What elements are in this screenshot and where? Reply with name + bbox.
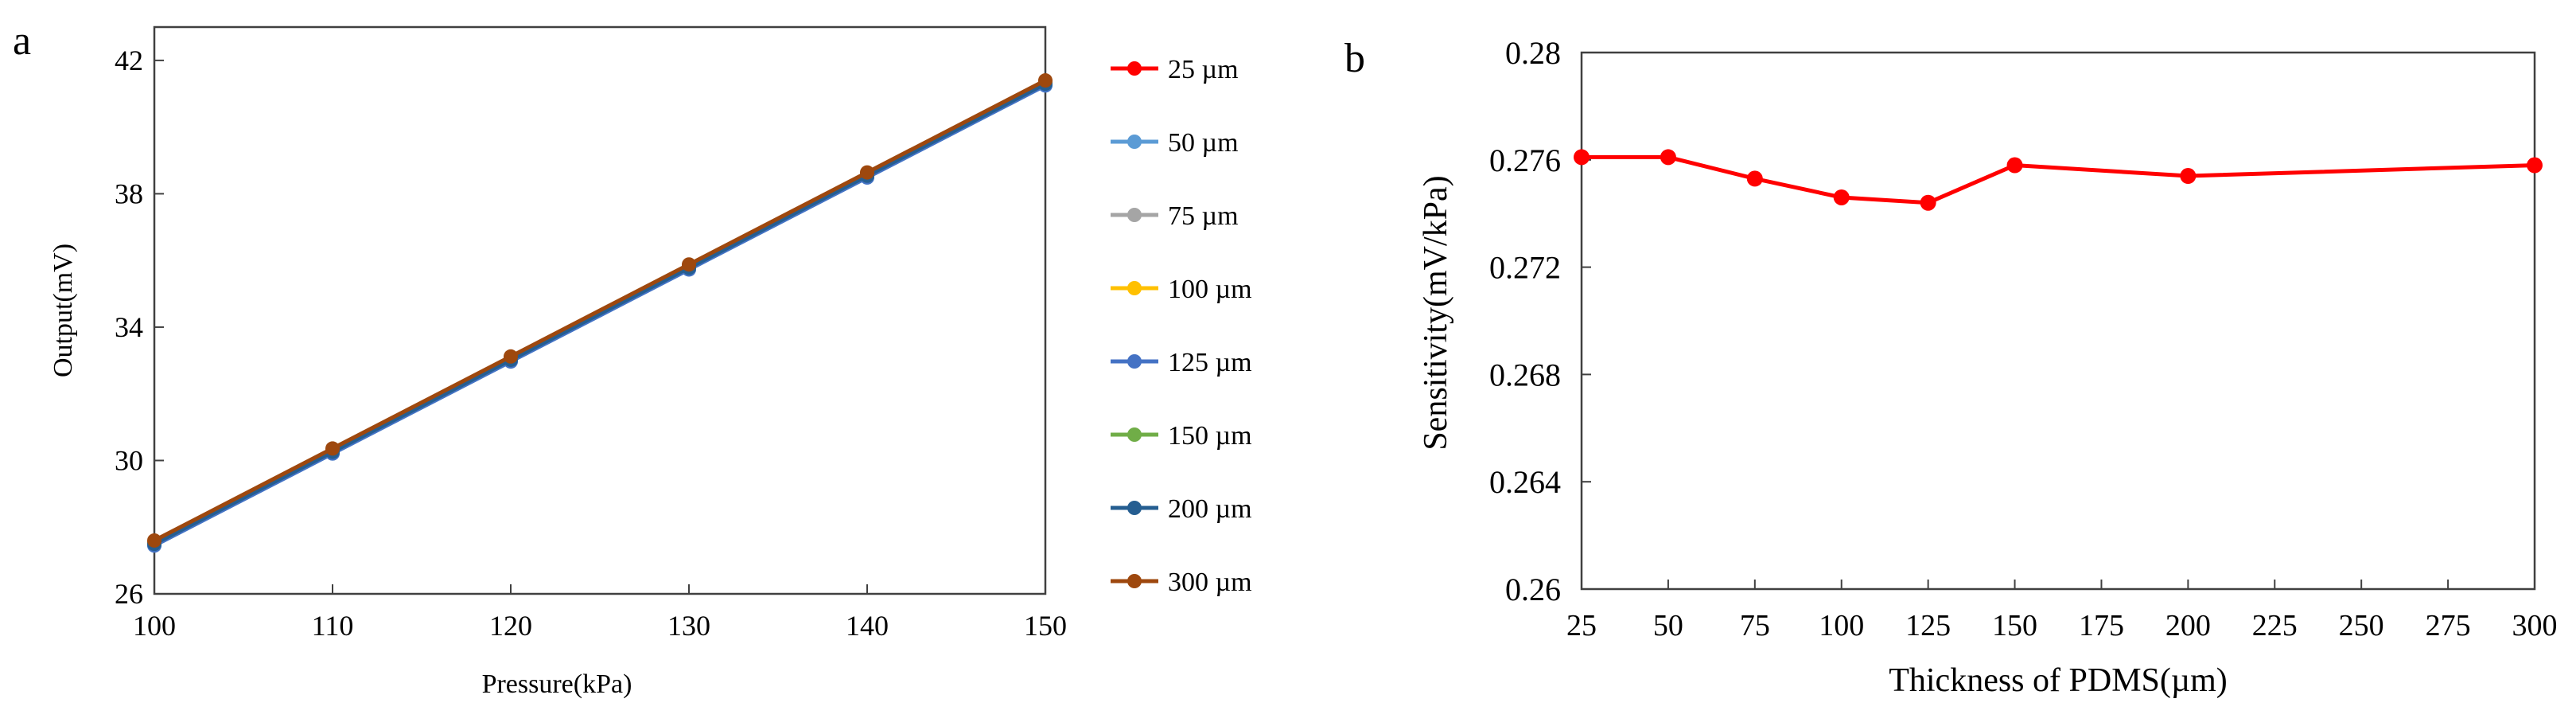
chart-b-data-point (1574, 149, 1590, 166)
chart-b-series (1574, 149, 2543, 211)
chart-a-legend-swatch-marker (1127, 501, 1142, 515)
chart-a-series-line (153, 81, 1047, 546)
chart-a-xtick-label: 110 (312, 610, 354, 642)
chart-b-xtick-label: 150 (1992, 609, 2037, 642)
chart-b-xlabel: Thickness of PDMS(µm) (1889, 662, 2228, 699)
chart-a-xlabel: Pressure(kPa) (482, 669, 632, 699)
chart-b-plot-area (1580, 51, 2536, 591)
chart-b-ytick-label: 0.272 (1489, 250, 1561, 286)
chart-b-xtick-label: 100 (1819, 609, 1864, 642)
chart-a-ytick-label: 42 (115, 45, 143, 76)
chart-b-ylabel: Sensitivity(mV/kPa) (1418, 175, 1454, 450)
chart-b-xtick-label: 200 (2165, 609, 2211, 642)
chart-b-data-point (2180, 168, 2197, 185)
chart-a-plot-area (153, 25, 1047, 595)
chart-a-legend: 25 µm 50 µm 75 µm 100 µm 125 µm 150 µm 200 µm 3… (1111, 55, 1252, 597)
chart-a-data-point (1038, 73, 1053, 88)
chart-b-data-point (1660, 149, 1676, 166)
chart-b-data-point (1920, 194, 1936, 211)
chart-a-ytick-label: 34 (115, 311, 143, 343)
chart-b-xtick-label: 225 (2252, 609, 2298, 642)
chart-a-legend-label: 300 µm (1168, 568, 1252, 597)
chart-a-data-point (147, 533, 161, 548)
chart-a-legend-swatch-marker (1127, 574, 1142, 588)
chart-a-data-point (860, 165, 874, 180)
chart-a-series-line (153, 78, 1047, 543)
chart-a-legend-label: 25 µm (1168, 55, 1239, 84)
chart-a-legend-swatch-marker (1127, 61, 1142, 76)
chart-a-legend-label: 125 µm (1168, 348, 1252, 377)
chart-a-ylabel: Output(mV) (49, 244, 78, 377)
chart-a-data-point (504, 349, 518, 364)
chart-a-axes: 100 110 120 130 140 150 26 30 34 38 42 (115, 45, 1067, 642)
chart-b-data-point (1746, 170, 1763, 187)
chart-a-legend-swatch-marker (1127, 281, 1142, 295)
chart-a-legend-swatch-marker (1127, 354, 1142, 369)
chart-b-ytick-label: 0.26 (1505, 572, 1561, 607)
chart-b-xtick-label: 275 (2426, 609, 2471, 642)
chart-b-ytick-label: 0.268 (1489, 357, 1561, 392)
chart-b-data-point (2006, 157, 2023, 174)
chart-b-xtick-label: 75 (1740, 609, 1770, 642)
chart-b: 25 50 75 100 125 150 175 200 225 250 275 300 0.26 0.2… (1418, 35, 2558, 699)
chart-b-ytick-label: 0.276 (1489, 142, 1561, 178)
chart-b-ytick-label: 0.28 (1505, 35, 1561, 71)
chart-b-data-point (2527, 157, 2543, 174)
chart-b-xtick-label: 300 (2512, 609, 2558, 642)
chart-a-legend-label: 200 µm (1168, 494, 1252, 524)
chart-a-ytick-label: 38 (115, 178, 143, 209)
chart-a-legend-swatch-marker (1127, 427, 1142, 442)
chart-a-data-point (325, 441, 340, 456)
chart-b-xtick-label: 125 (1905, 609, 1951, 642)
chart-b-series-line (1582, 154, 2535, 205)
chart-a-legend-swatch-marker (1127, 135, 1142, 149)
chart-a-legend-label: 100 µm (1168, 275, 1252, 304)
chart-a-xtick-label: 140 (846, 610, 889, 642)
chart-b-axes: 25 50 75 100 125 150 175 200 225 250 275 300 0.26 0.2… (1489, 35, 2558, 642)
chart-a-series (147, 73, 1053, 553)
chart-a-legend-label: 75 µm (1168, 201, 1239, 231)
chart-a-legend-swatch-marker (1127, 208, 1142, 222)
panel-label-b: b (1344, 36, 1365, 81)
chart-a-xtick-label: 100 (133, 610, 176, 642)
chart-a-xtick-label: 150 (1024, 610, 1067, 642)
chart-a-xtick-label: 130 (667, 610, 710, 642)
chart-b-data-point (1833, 189, 1850, 205)
chart-a: 100 110 120 130 140 150 26 30 34 38 42 25 µm 50 µm 7… (49, 25, 1252, 699)
chart-a-ytick-label: 30 (115, 444, 143, 476)
chart-b-xtick-label: 250 (2339, 609, 2384, 642)
chart-a-legend-label: 50 µm (1168, 128, 1239, 158)
chart-b-xtick-label: 50 (1653, 609, 1683, 642)
chart-a-ytick-label: 26 (115, 578, 143, 610)
chart-a-data-point (682, 257, 696, 272)
chart-b-xtick-label: 175 (2079, 609, 2124, 642)
chart-a-xtick-label: 120 (489, 610, 532, 642)
panel-label-a: a (13, 18, 31, 64)
chart-a-legend-label: 150 µm (1168, 421, 1252, 451)
chart-b-ytick-label: 0.264 (1489, 464, 1561, 500)
chart-b-xtick-label: 25 (1566, 609, 1597, 642)
